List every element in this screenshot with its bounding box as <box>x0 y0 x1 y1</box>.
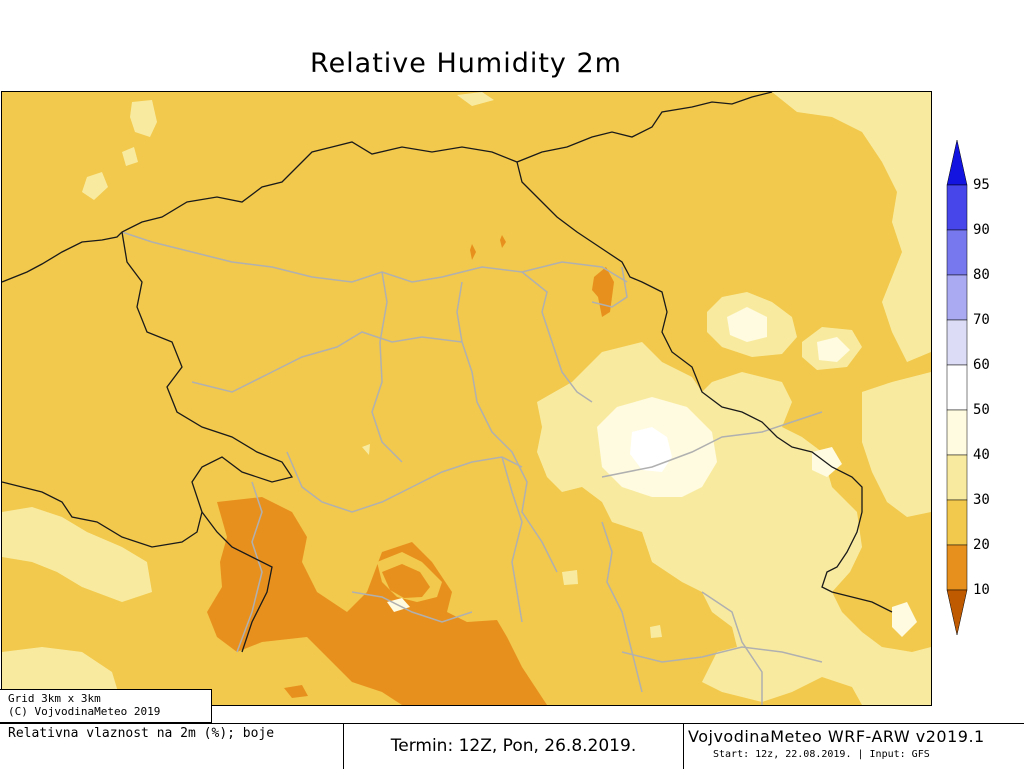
legend-band-70-80 <box>946 274 968 321</box>
legend-band-40-50 <box>946 409 968 456</box>
legend-label: 50 <box>973 402 990 418</box>
legend-colorbar <box>946 140 968 636</box>
humidity-30-40-area <box>772 92 931 362</box>
legend-label: 60 <box>973 357 990 373</box>
humidity-30-40-area <box>2 507 152 602</box>
humidity-30-40-area <box>362 444 370 455</box>
run-start-info: Start: 12z, 22.08.2019. | Input: GFS <box>713 749 930 760</box>
humidity-30-40-area <box>457 92 494 106</box>
humidity-30-40-area <box>130 100 157 137</box>
humidity-30-40-area <box>862 372 931 517</box>
legend-label: 40 <box>973 447 990 463</box>
humidity-10-20-area <box>284 685 308 698</box>
footer-bar: Relativna vlaznost na 2m (%); boje Termi… <box>0 723 1024 769</box>
humidity-30-40-area <box>562 570 578 585</box>
valid-time: Termin: 12Z, Pon, 26.8.2019. <box>390 736 637 756</box>
humidity-10-20-area <box>207 497 547 705</box>
copyright-info: (C) VojvodinaMeteo 2019 <box>8 705 161 718</box>
humidity-40-50-area <box>817 337 850 362</box>
legend-band-50-60 <box>946 364 968 411</box>
legend-label: 90 <box>973 222 990 238</box>
legend-label: 20 <box>973 537 990 553</box>
legend-label: 70 <box>973 312 990 328</box>
legend-band-30-40 <box>946 454 968 501</box>
country-borders <box>2 92 893 653</box>
legend-band-10-20 <box>946 544 968 591</box>
humidity-30-40-area <box>122 147 138 166</box>
map-canvas <box>2 92 931 705</box>
humidity-10-20-area <box>500 235 506 248</box>
humidity-30-40-area <box>650 625 662 638</box>
credit-box: Grid 3km x 3km (C) VojvodinaMeteo 2019 <box>0 689 212 723</box>
humidity-10-20-area <box>382 564 430 598</box>
humidity-40-50-area <box>812 447 842 477</box>
humidity-50-60-area <box>630 427 672 472</box>
legend-label: 30 <box>973 492 990 508</box>
grid-info: Grid 3km x 3km <box>8 692 101 705</box>
variable-description: Relativna vlaznost na 2m (%); boje <box>8 726 275 741</box>
legend-band-20-30 <box>946 499 968 546</box>
humidity-40-50-area <box>892 602 917 637</box>
legend-arrow-top <box>946 140 968 186</box>
legend-band-90-95 <box>946 184 968 231</box>
legend-band-60-70 <box>946 319 968 366</box>
color-legend: 95 90 80 70 60 50 40 30 20 10 <box>945 140 1020 640</box>
legend-label: 80 <box>973 267 990 283</box>
humidity-40-50-area <box>727 307 767 342</box>
admin-boundaries <box>121 231 823 705</box>
humidity-10-20-area <box>470 244 476 260</box>
legend-band-80-90 <box>946 229 968 276</box>
legend-arrow-bottom <box>946 589 968 636</box>
humidity-map <box>1 91 932 706</box>
valid-time-box: Termin: 12Z, Pon, 26.8.2019. <box>343 724 684 769</box>
model-name: VojvodinaMeteo WRF-ARW v2019.1 <box>688 727 985 746</box>
legend-label: 10 <box>973 582 990 598</box>
humidity-30-40-area <box>82 172 108 200</box>
map-title: Relative Humidity 2m <box>310 48 622 79</box>
humidity-10-20-area <box>592 267 614 317</box>
legend-label: 95 <box>973 177 990 193</box>
